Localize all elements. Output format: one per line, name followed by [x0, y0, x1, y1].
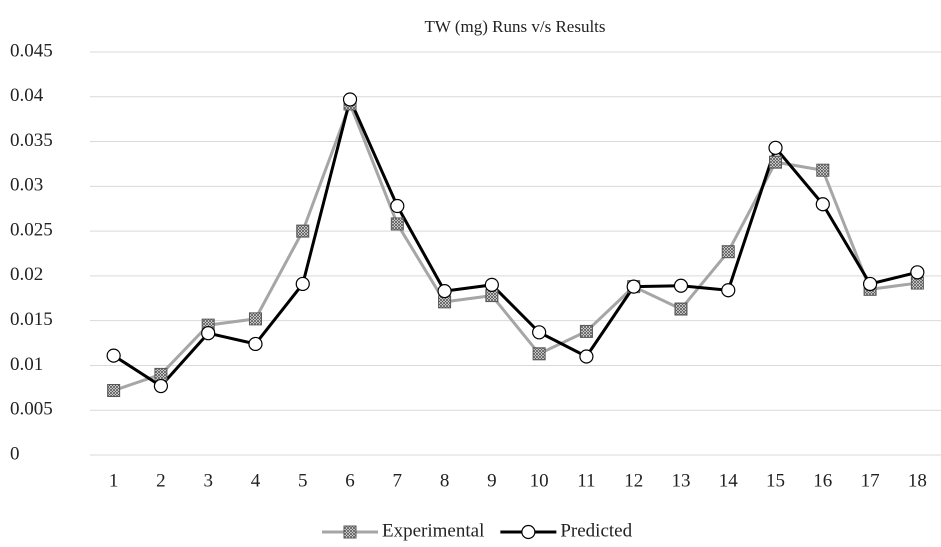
series-line	[113, 102, 918, 392]
data-point	[815, 197, 830, 212]
y-tick-label: 0.01	[10, 354, 43, 375]
data-point	[106, 348, 121, 363]
x-tick-label: 8	[440, 470, 450, 491]
x-tick-label: 4	[251, 470, 261, 491]
x-tick-label: 12	[624, 470, 643, 491]
data-point	[721, 283, 736, 298]
data-point	[484, 277, 499, 292]
y-tick-label: 0.03	[10, 175, 43, 196]
data-point	[296, 224, 310, 238]
data-point	[153, 378, 169, 394]
data-point	[154, 367, 168, 381]
data-point	[390, 217, 404, 231]
data-point	[248, 336, 263, 352]
data-point	[579, 324, 593, 338]
data-point	[532, 347, 546, 361]
x-tick-label: 16	[813, 470, 832, 491]
legend-marker	[521, 524, 536, 540]
x-tick-label: 2	[156, 470, 166, 491]
legend-label: Predicted	[560, 520, 632, 541]
data-point	[342, 92, 358, 107]
data-point	[674, 302, 688, 316]
x-tick-label: 11	[577, 470, 595, 491]
legend-label: Experimental	[382, 520, 484, 541]
y-tick-label: 0	[10, 443, 20, 464]
data-point	[201, 326, 216, 341]
data-point	[390, 198, 405, 214]
data-point	[721, 245, 735, 259]
data-point	[769, 155, 783, 169]
x-tick-label: 14	[719, 470, 739, 491]
data-point	[107, 384, 121, 398]
x-tick-label: 7	[393, 470, 403, 491]
data-point	[910, 265, 925, 280]
data-point	[626, 279, 641, 294]
x-tick-label: 6	[345, 470, 355, 491]
data-point	[579, 349, 594, 364]
y-tick-label: 0.04	[10, 85, 44, 106]
x-tick-label: 17	[861, 470, 880, 491]
chart-title: TW (mg) Runs v/s Results	[424, 17, 605, 36]
y-tick-label: 0.005	[10, 399, 53, 420]
y-tick-label: 0.045	[10, 40, 53, 61]
y-tick-label: 0.025	[10, 219, 53, 240]
x-tick-label: 1	[109, 470, 119, 491]
data-point	[532, 325, 547, 340]
data-point	[295, 276, 310, 292]
x-tick-label: 13	[671, 470, 690, 491]
x-tick-label: 9	[487, 470, 497, 491]
x-tick-label: 5	[298, 470, 308, 491]
series-line	[112, 97, 918, 388]
y-tick-label: 0.02	[10, 264, 43, 285]
x-tick-label: 3	[203, 470, 213, 491]
x-tick-label: 15	[766, 470, 785, 491]
data-point	[816, 163, 830, 177]
x-tick-label: 18	[908, 470, 927, 491]
data-point	[248, 312, 262, 326]
data-point	[437, 284, 452, 299]
x-tick-label: 10	[530, 470, 549, 491]
legend-marker	[343, 525, 357, 539]
data-point	[673, 278, 689, 293]
y-tick-label: 0.015	[10, 309, 53, 330]
data-point	[768, 140, 783, 155]
data-point	[862, 276, 878, 292]
y-tick-label: 0.035	[10, 130, 53, 151]
